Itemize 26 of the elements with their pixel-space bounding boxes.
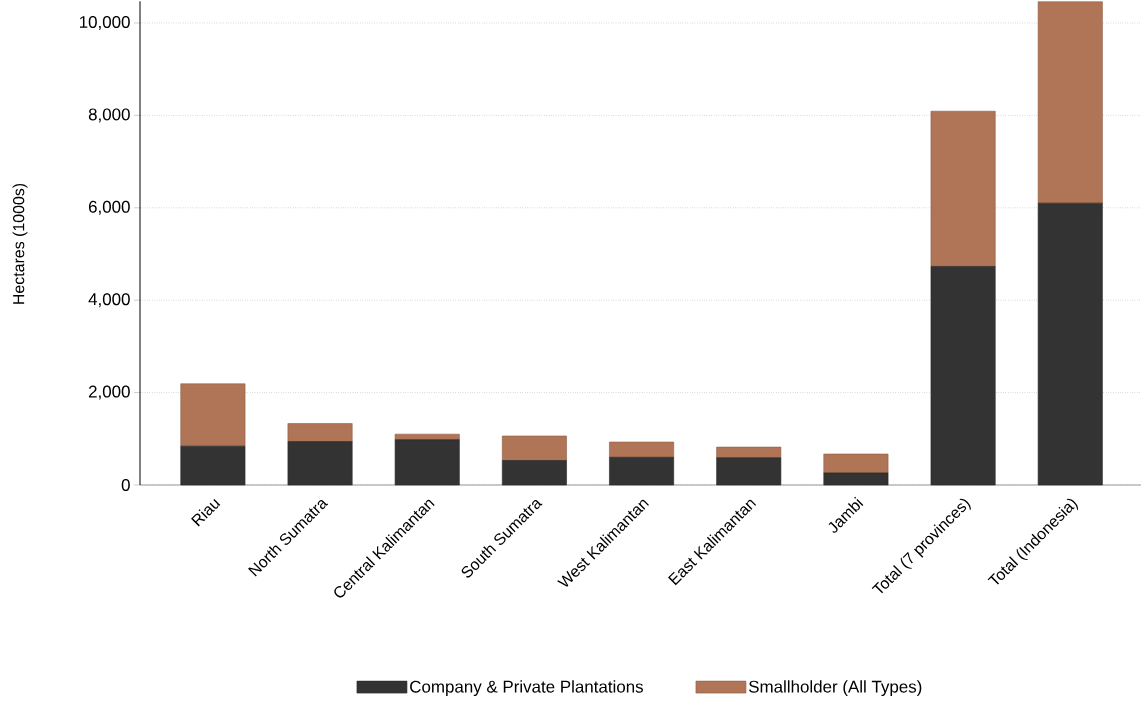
- bar: [823, 453, 889, 474]
- bar: [394, 439, 460, 486]
- y-tick-label: 10,000: [79, 15, 130, 30]
- legend-label: Smallholder (All Types): [749, 680, 922, 697]
- legend-label: Company & Private Plantations: [410, 680, 643, 697]
- y-tick-label: 4,000: [88, 293, 130, 308]
- bar: [930, 110, 996, 267]
- bar: [1037, 1, 1103, 204]
- bar: [180, 383, 246, 447]
- bar: [180, 445, 246, 486]
- y-tick-label: 8,000: [88, 108, 130, 123]
- bar: [287, 423, 353, 442]
- y-tick-label: 0: [121, 478, 130, 491]
- bar: [609, 456, 675, 486]
- bar: [501, 435, 567, 461]
- bar: [716, 446, 782, 459]
- bar: [823, 472, 889, 486]
- y-tick-label: 2,000: [88, 385, 130, 400]
- bar: [930, 266, 996, 486]
- bar: [716, 457, 782, 486]
- bar: [609, 441, 675, 458]
- y-tick-label: 6,000: [88, 200, 130, 215]
- y-axis-title: Hectares (1000s): [12, 183, 28, 304]
- bar: [287, 441, 353, 486]
- bar: [1037, 202, 1103, 486]
- bar: [501, 460, 567, 486]
